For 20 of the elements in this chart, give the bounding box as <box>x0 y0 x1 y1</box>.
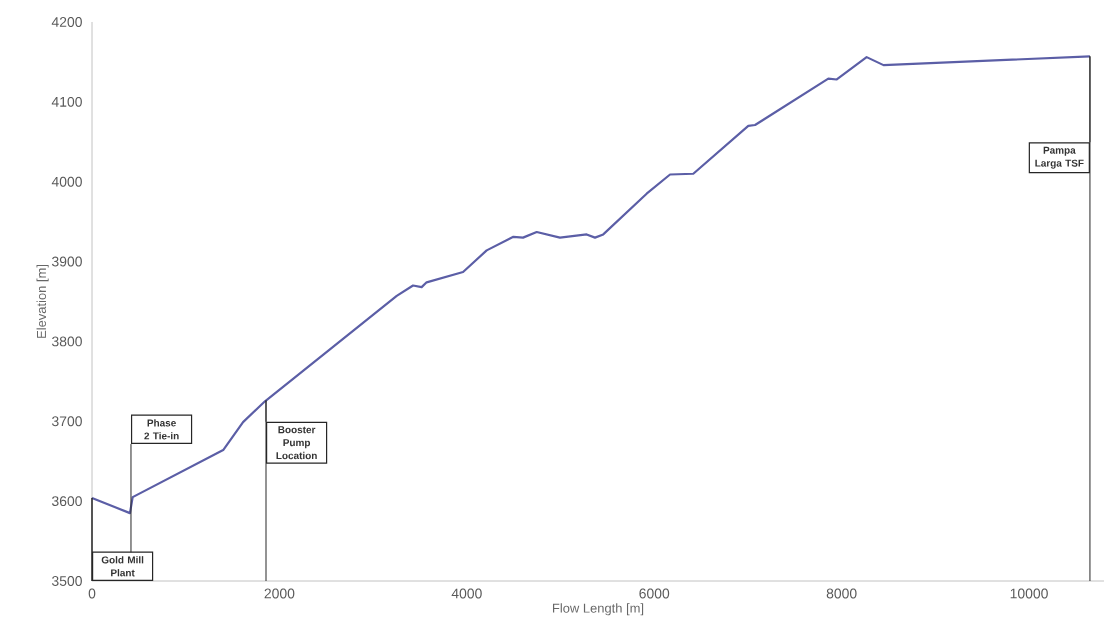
y-axis-title: Elevation [m] <box>36 265 49 338</box>
x-tick-label: 8000 <box>826 588 857 599</box>
y-tick-label: 3900 <box>51 256 82 267</box>
ref-line-label: Phase 2 Tie-in <box>144 419 179 440</box>
ref-line-label: Gold Mill Plant <box>101 556 144 577</box>
x-tick-label: 0 <box>88 588 96 599</box>
y-tick-label: 3700 <box>51 416 82 427</box>
y-tick-label: 4100 <box>51 96 82 107</box>
y-tick-label: 4000 <box>51 176 82 187</box>
y-tick-label: 4200 <box>51 17 82 27</box>
y-tick-label: 3800 <box>51 336 82 347</box>
x-axis-title: Flow Length [m] <box>552 603 644 616</box>
x-tick-label: 6000 <box>639 588 670 599</box>
x-tick-label: 2000 <box>264 588 295 599</box>
ref-line-label: Booster Pump Location <box>276 426 317 460</box>
ref-line-label: Pampa Larga TSF <box>1035 146 1084 169</box>
y-tick-label: 3600 <box>51 496 82 507</box>
y-tick-label: 3500 <box>51 576 82 586</box>
x-tick-label: 4000 <box>451 588 482 599</box>
x-tick-label: 10000 <box>1010 588 1048 599</box>
